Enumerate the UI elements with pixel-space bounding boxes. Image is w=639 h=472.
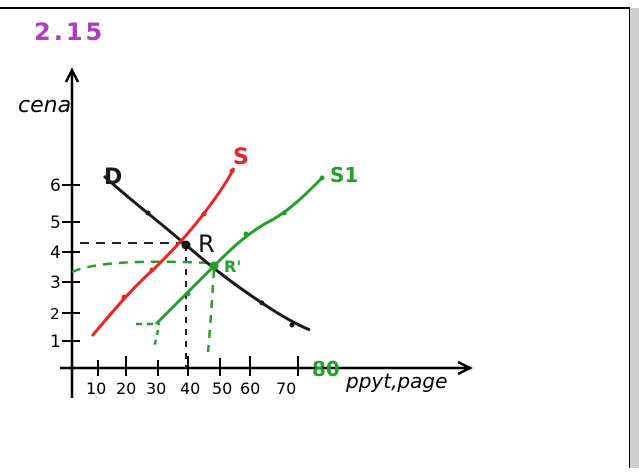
x-axis-label: ppyt,page xyxy=(345,369,447,393)
x-tick-label: 20 xyxy=(116,379,136,398)
demand-points xyxy=(145,210,295,328)
x-axis-arrow xyxy=(457,360,473,376)
demand-label: D xyxy=(104,165,122,190)
y-axis-arrow xyxy=(64,67,80,83)
y-tick-label: 1 xyxy=(50,332,61,352)
right-shadow xyxy=(630,8,639,468)
new-supply-curve xyxy=(154,176,324,326)
new-quantity-guide-line xyxy=(206,269,216,353)
y-tick-label: 4 xyxy=(50,243,61,263)
x-tick-label: 50 xyxy=(212,379,232,398)
x-tick-label: 30 xyxy=(146,379,166,398)
x-tick-label: 70 xyxy=(276,379,296,398)
new-equilibrium-point xyxy=(209,261,219,271)
y-tick-label: 3 xyxy=(50,273,61,293)
equilibrium-point xyxy=(181,240,191,250)
new-supply-points xyxy=(185,175,325,297)
page-title: 2.15 xyxy=(34,18,105,46)
supply-curve xyxy=(90,167,236,337)
y-tick-label: 6 xyxy=(50,176,61,196)
new-price-guide-line xyxy=(71,260,215,274)
new-supply-label: S1 xyxy=(330,163,358,187)
supply-label: S xyxy=(233,145,249,170)
y-ticks xyxy=(62,184,80,342)
x-tick-label: 60 xyxy=(240,379,260,398)
y-tick-label: 5 xyxy=(50,213,61,233)
supply-points xyxy=(121,168,235,300)
x-tick-label: 40 xyxy=(180,379,200,398)
y-axis-label: cena xyxy=(18,93,71,118)
new-equilibrium-label: R' xyxy=(224,257,241,276)
equilibrium-label: R xyxy=(198,230,215,258)
x-ticks xyxy=(97,356,299,376)
x-tick-label: 10 xyxy=(86,379,106,398)
y-tick-label: 2 xyxy=(50,305,60,323)
quantity-annotation: 80 xyxy=(312,357,340,381)
green-dash-mark xyxy=(152,329,160,349)
